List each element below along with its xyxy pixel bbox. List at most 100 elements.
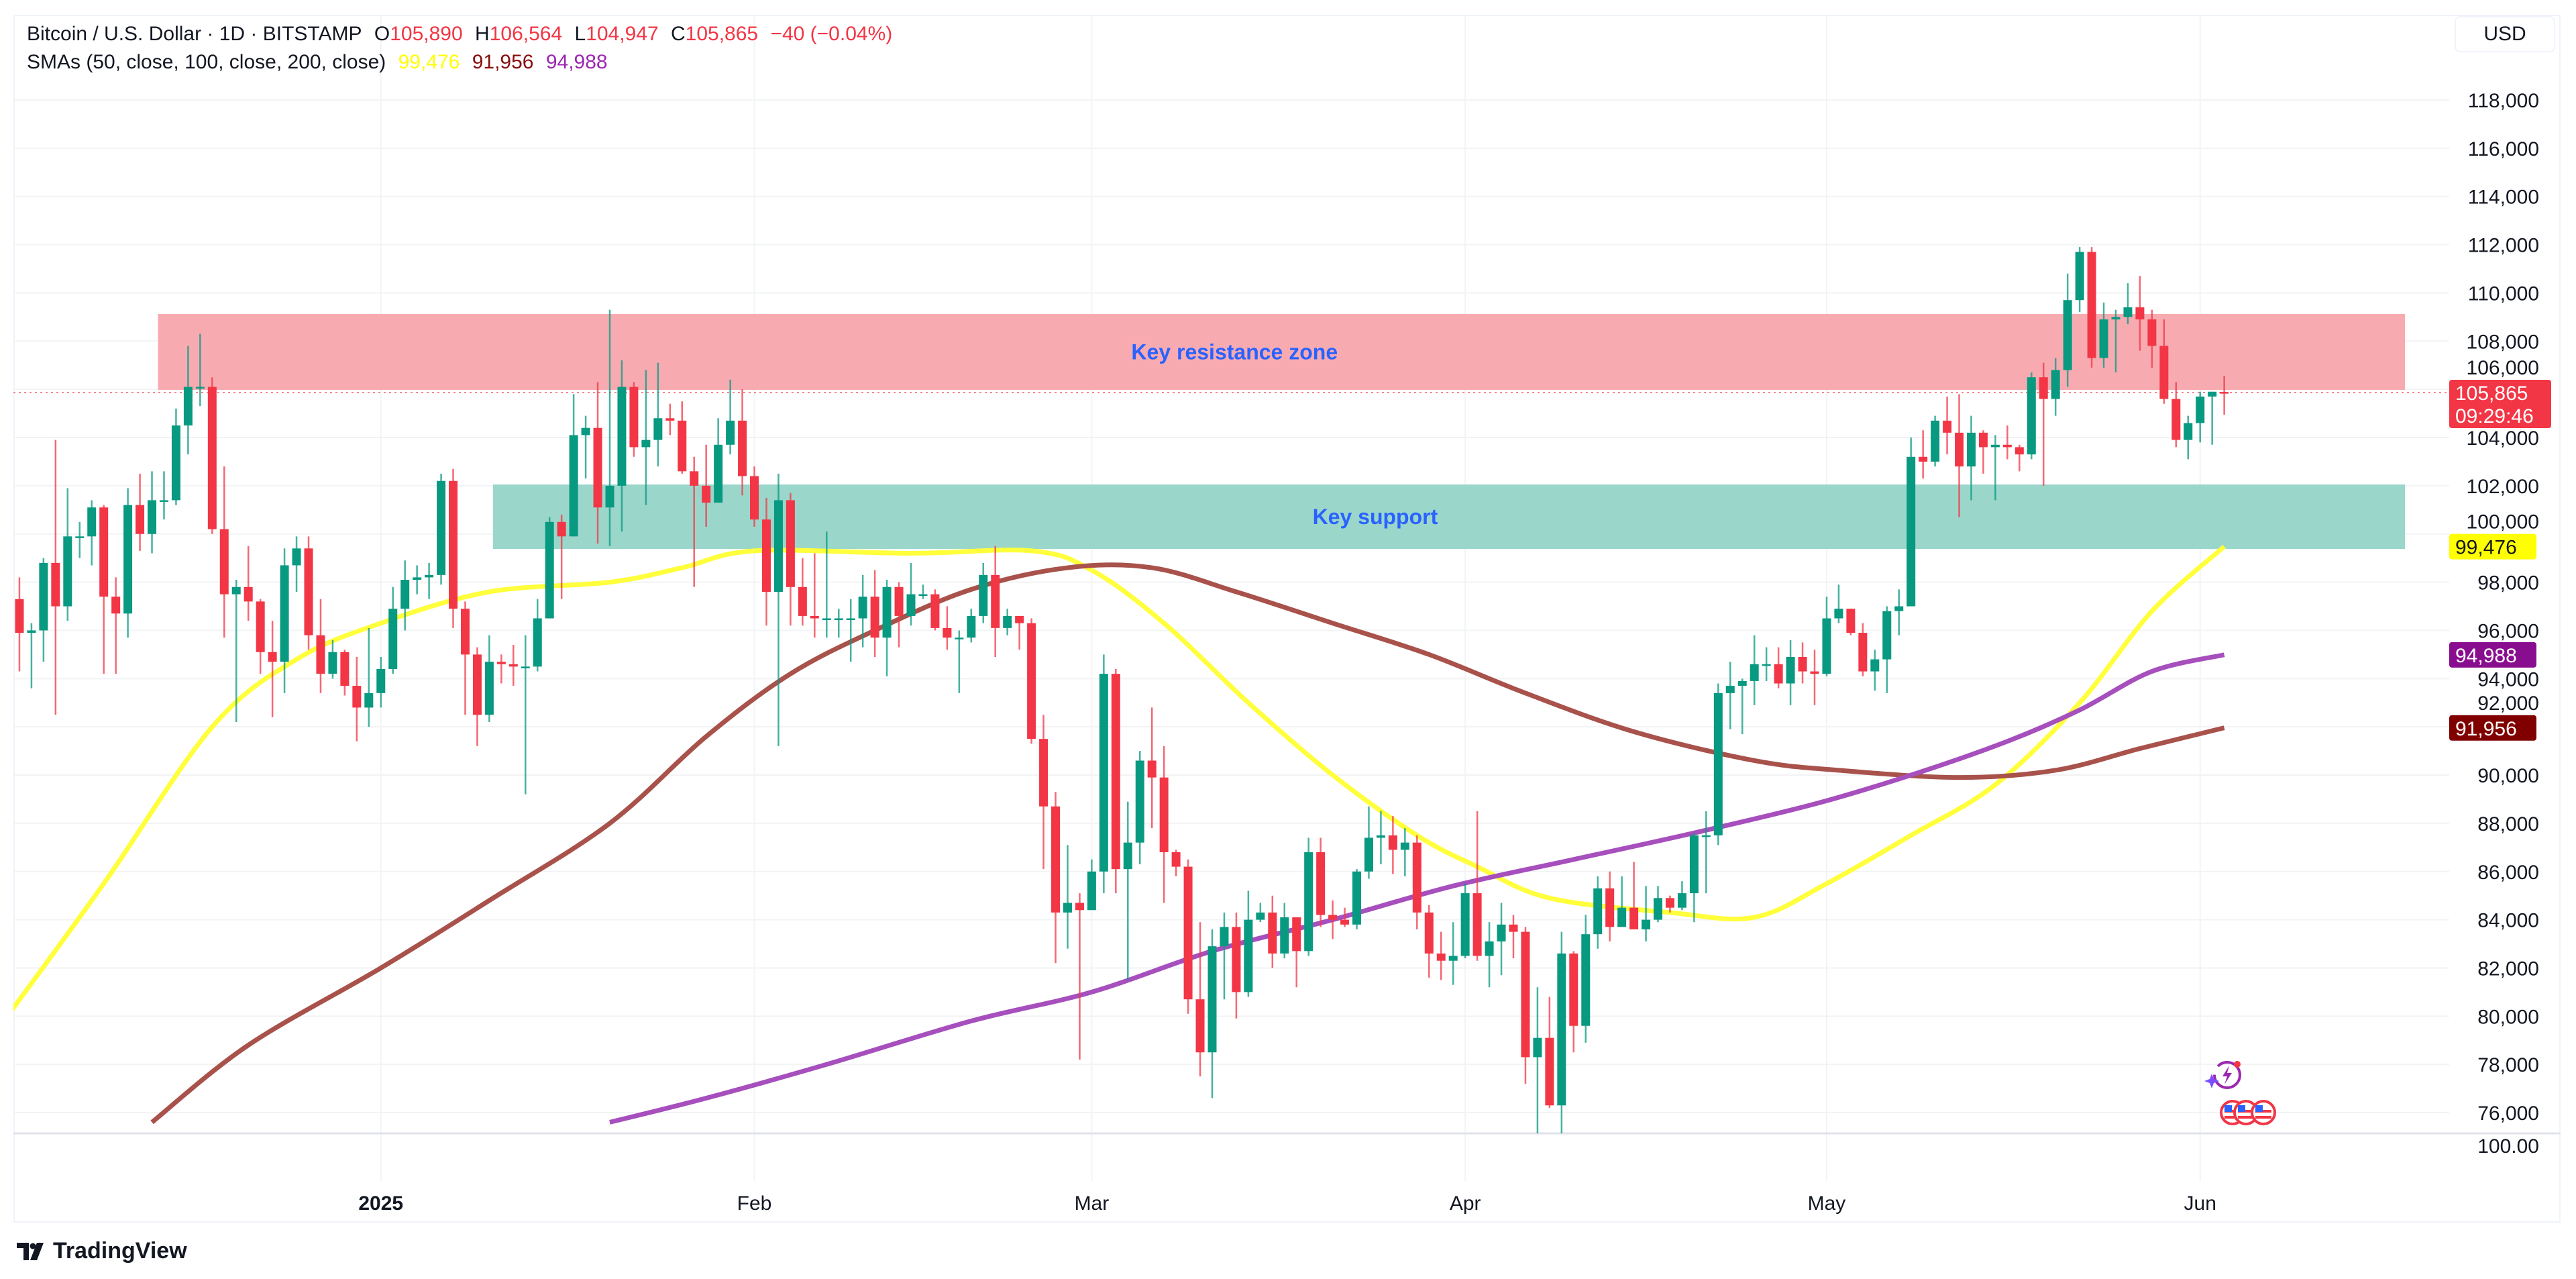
candle-body — [810, 615, 819, 619]
candle — [183, 346, 193, 455]
candle — [136, 473, 145, 551]
candle — [1485, 922, 1494, 988]
candle-body — [2123, 307, 2133, 317]
candle-body — [472, 654, 482, 715]
candle-body — [761, 519, 771, 592]
candle-body — [1677, 893, 1686, 908]
candle-body — [1545, 1037, 1554, 1106]
candle-body — [1858, 633, 1868, 672]
candle-body — [750, 476, 759, 520]
currency-button[interactable]: USD — [2455, 16, 2555, 52]
candle-body — [991, 574, 1000, 628]
last-price-tag-bg — [2449, 380, 2551, 429]
candle-body — [979, 574, 988, 616]
candle-body — [1665, 898, 1674, 908]
sma50-price-tag-text: 99,476 — [2455, 537, 2517, 559]
candle — [1713, 683, 1723, 846]
candle-body — [1388, 835, 1397, 850]
sma-legend[interactable]: SMAs (50, close, 100, close, 200, close)… — [27, 48, 899, 76]
candle-body — [1509, 924, 1518, 932]
candle — [1135, 751, 1144, 864]
candle-body — [1593, 888, 1603, 935]
flag-canton — [2255, 1105, 2263, 1112]
candle — [1424, 905, 1434, 978]
candle-body — [1063, 903, 1072, 913]
candle — [1075, 893, 1084, 1060]
candle — [364, 627, 374, 727]
time-axis-label: Feb — [737, 1192, 772, 1215]
candle — [1087, 859, 1096, 911]
sma100-price-tag-text: 91,956 — [2455, 718, 2517, 740]
candle — [1268, 895, 1277, 968]
lightning-event-icon[interactable] — [2204, 1061, 2241, 1089]
candle-body — [364, 693, 374, 708]
candle-body — [1123, 842, 1132, 870]
candle-body — [1846, 609, 1856, 633]
candle — [1497, 903, 1506, 976]
us-flag-event-icon[interactable] — [2233, 1100, 2259, 1125]
candle — [1750, 635, 1759, 705]
candle — [2184, 415, 2193, 460]
candle — [1677, 881, 1686, 911]
candle — [798, 558, 807, 626]
sma50-value: 99,476 — [398, 51, 460, 73]
candle-body — [256, 601, 265, 652]
candle — [2159, 319, 2169, 404]
candle — [2147, 309, 2157, 368]
candle-body — [1605, 888, 1615, 927]
candle-body — [27, 630, 36, 633]
candle — [617, 360, 627, 532]
candle — [665, 403, 675, 436]
candle-body — [1472, 893, 1482, 956]
candle — [1304, 837, 1313, 956]
candle — [1063, 845, 1072, 949]
price-axis-label: 98,000 — [2477, 572, 2539, 595]
candle — [2063, 273, 2072, 387]
high-value: 106,564 — [489, 23, 563, 45]
candle-body — [557, 521, 566, 537]
candle — [1966, 415, 1976, 501]
candle-body — [304, 548, 313, 635]
candle — [1557, 931, 1566, 1133]
candle-body — [1870, 659, 1880, 672]
candle — [593, 382, 602, 544]
candle — [991, 546, 1000, 657]
candle — [1388, 816, 1397, 874]
sma-title[interactable]: SMAs (50, close, 100, close, 200, close) — [27, 51, 386, 73]
plot-area: Key resistance zone Key support — [13, 247, 2449, 1133]
candle — [2027, 372, 2036, 460]
candle — [2135, 276, 2145, 351]
us-flag-event-icon[interactable] — [2251, 1100, 2276, 1125]
time-axis-label: Apr — [1450, 1192, 1481, 1215]
candle-body — [943, 627, 952, 638]
candle — [316, 599, 325, 693]
candle-body — [617, 387, 627, 486]
candle-body — [413, 577, 422, 580]
candle — [207, 377, 217, 534]
candle — [148, 471, 157, 554]
candle — [1400, 828, 1409, 876]
candle — [1316, 837, 1326, 927]
candle-body — [425, 574, 434, 578]
candle — [1376, 811, 1385, 864]
candle-body — [678, 420, 687, 472]
flag-canton — [2224, 1105, 2232, 1112]
candle — [75, 521, 85, 558]
candle-body — [1436, 953, 1446, 961]
candle-body — [1232, 927, 1241, 992]
symbol-title[interactable]: Bitcoin / U.S. Dollar · 1D · BITSTAMP — [27, 23, 362, 45]
lightning-bolt — [2222, 1066, 2232, 1084]
candle-body — [1569, 953, 1578, 1026]
candle-body — [1099, 674, 1108, 872]
symbol-legend[interactable]: Bitcoin / U.S. Dollar · 1D · BITSTAMP O1… — [27, 20, 899, 48]
candle — [1099, 654, 1108, 894]
candle — [822, 531, 831, 638]
candle-body — [352, 686, 362, 708]
tradingview-logo[interactable]: TradingView — [17, 1238, 187, 1264]
time-axis-label: 2025 — [358, 1192, 403, 1215]
candle-body — [665, 418, 675, 421]
sma200-price-tag-bg — [2449, 642, 2536, 668]
candle-body — [195, 387, 205, 389]
candle — [641, 370, 651, 505]
